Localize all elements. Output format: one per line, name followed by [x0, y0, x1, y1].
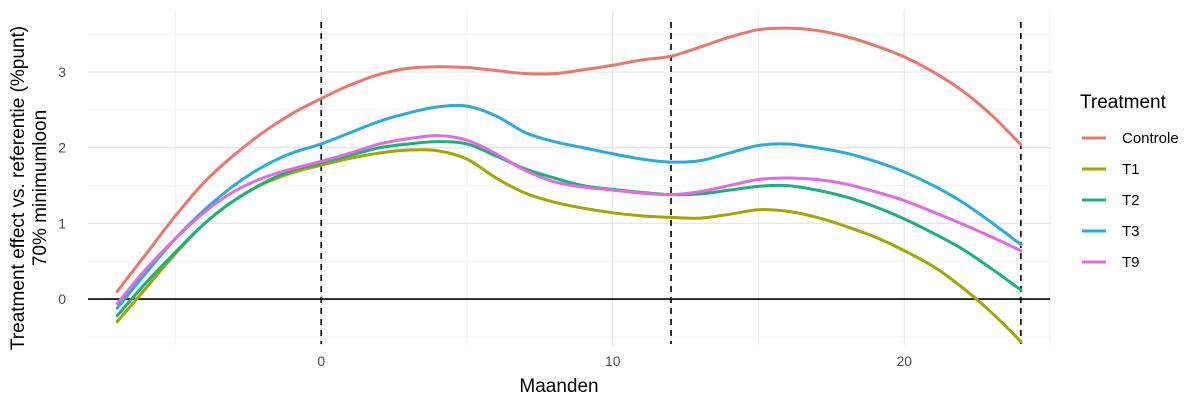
x-tick-label: 0 [317, 353, 325, 369]
legend-label-t2: T2 [1122, 192, 1140, 209]
x-axis-title: Maanden [519, 376, 598, 397]
legend-title: Treatment [1080, 92, 1167, 113]
minor-gridlines [88, 10, 1051, 346]
x-tick-label: 20 [896, 353, 912, 369]
y-axis-title-line-1: Treatment effect vs. referentie (%punt) [8, 26, 29, 350]
tick-labels: 0 10 20 0 1 2 3 [58, 64, 912, 369]
x-tick-label: 10 [605, 353, 621, 369]
y-axis-title: Treatment effect vs. referentie (%punt) … [8, 26, 51, 350]
y-axis-title-line-2: 70% minimumloon [30, 110, 51, 266]
major-gridlines [88, 10, 1050, 346]
legend-label-t1: T1 [1122, 161, 1140, 178]
series-line-controle [115, 26, 1023, 294]
legend-label-t9: T9 [1122, 254, 1140, 271]
y-tick-label: 3 [58, 64, 66, 80]
legend-label-controle: Controle [1122, 130, 1179, 147]
y-tick-label: 1 [58, 215, 66, 231]
series-line-t3 [115, 103, 1023, 310]
legend: Treatment Controle T1 T2 T3 T9 [1080, 92, 1179, 271]
y-tick-label: 0 [58, 291, 66, 307]
series-line-t2 [115, 140, 1023, 318]
series-line-t1 [115, 148, 1023, 343]
series-lines [115, 26, 1023, 343]
series-line-t9 [115, 134, 1023, 306]
legend-label-t3: T3 [1122, 223, 1140, 240]
y-tick-label: 2 [58, 140, 66, 156]
